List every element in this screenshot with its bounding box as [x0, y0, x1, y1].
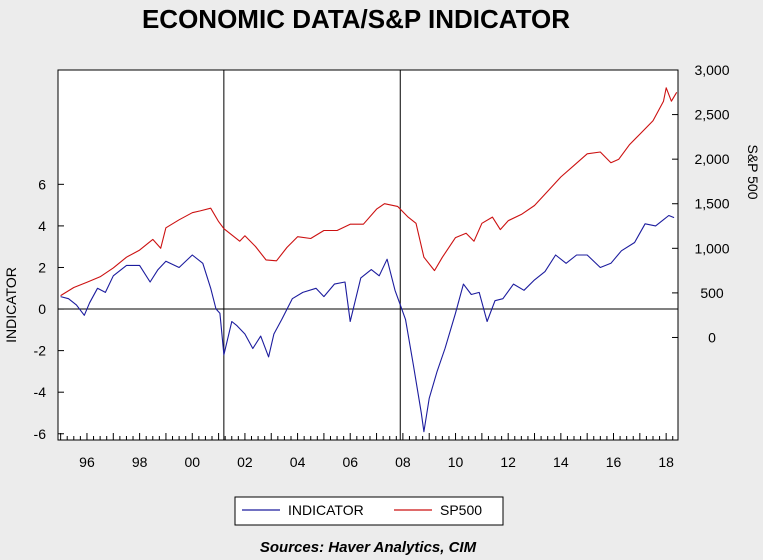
x-tick-label: 98: [132, 454, 148, 470]
x-tick-label: 04: [290, 454, 306, 470]
y-tick-label: -2: [34, 343, 47, 359]
y2-tick-label: 2,500: [694, 107, 729, 123]
x-tick-label: 06: [342, 454, 358, 470]
y2-tick-label: 0: [708, 329, 716, 345]
x-tick-label: 12: [500, 454, 516, 470]
legend-label-indicator: INDICATOR: [288, 502, 364, 518]
y-tick-label: -4: [34, 384, 47, 400]
y2-tick-label: 1,500: [694, 196, 729, 212]
y-tick-label: 0: [38, 301, 46, 317]
y-tick-label: -6: [34, 426, 47, 442]
y2-tick-label: 1,000: [694, 240, 729, 256]
reference-lines: [58, 70, 678, 440]
source-note: Sources: Haver Analytics, CIM: [260, 539, 477, 556]
x-tick-label: 16: [606, 454, 622, 470]
legend: INDICATOR SP500: [234, 496, 504, 526]
legend-box: [234, 496, 504, 526]
x-tick-label: 10: [448, 454, 464, 470]
chart-title: ECONOMIC DATA/S&P INDICATOR: [142, 4, 570, 34]
plot-area: [57, 69, 679, 441]
series-line-sp500: [60, 87, 678, 297]
x-tick-label: 18: [658, 454, 674, 470]
x-tick-label: 08: [395, 454, 411, 470]
series-layer: [60, 87, 678, 433]
x-tick-label: 02: [237, 454, 253, 470]
y2-tick-label: 500: [700, 285, 724, 301]
axes: -6-4-2024605001,0001,5002,0002,5003,0009…: [34, 62, 730, 470]
x-tick-label: 14: [553, 454, 569, 470]
x-tick-label: 96: [79, 454, 95, 470]
y2-tick-label: 3,000: [694, 62, 729, 78]
y-tick-label: 2: [38, 259, 46, 275]
y-tick-label: 6: [38, 176, 46, 192]
x-tick-label: 00: [184, 454, 200, 470]
legend-label-sp500: SP500: [440, 502, 482, 518]
series-line-indicator: [60, 214, 675, 433]
y-tick-label: 4: [38, 218, 46, 234]
y2-axis-title: S&P 500: [745, 144, 761, 199]
y-axis-title: INDICATOR: [3, 267, 19, 343]
y2-tick-label: 2,000: [694, 151, 729, 167]
